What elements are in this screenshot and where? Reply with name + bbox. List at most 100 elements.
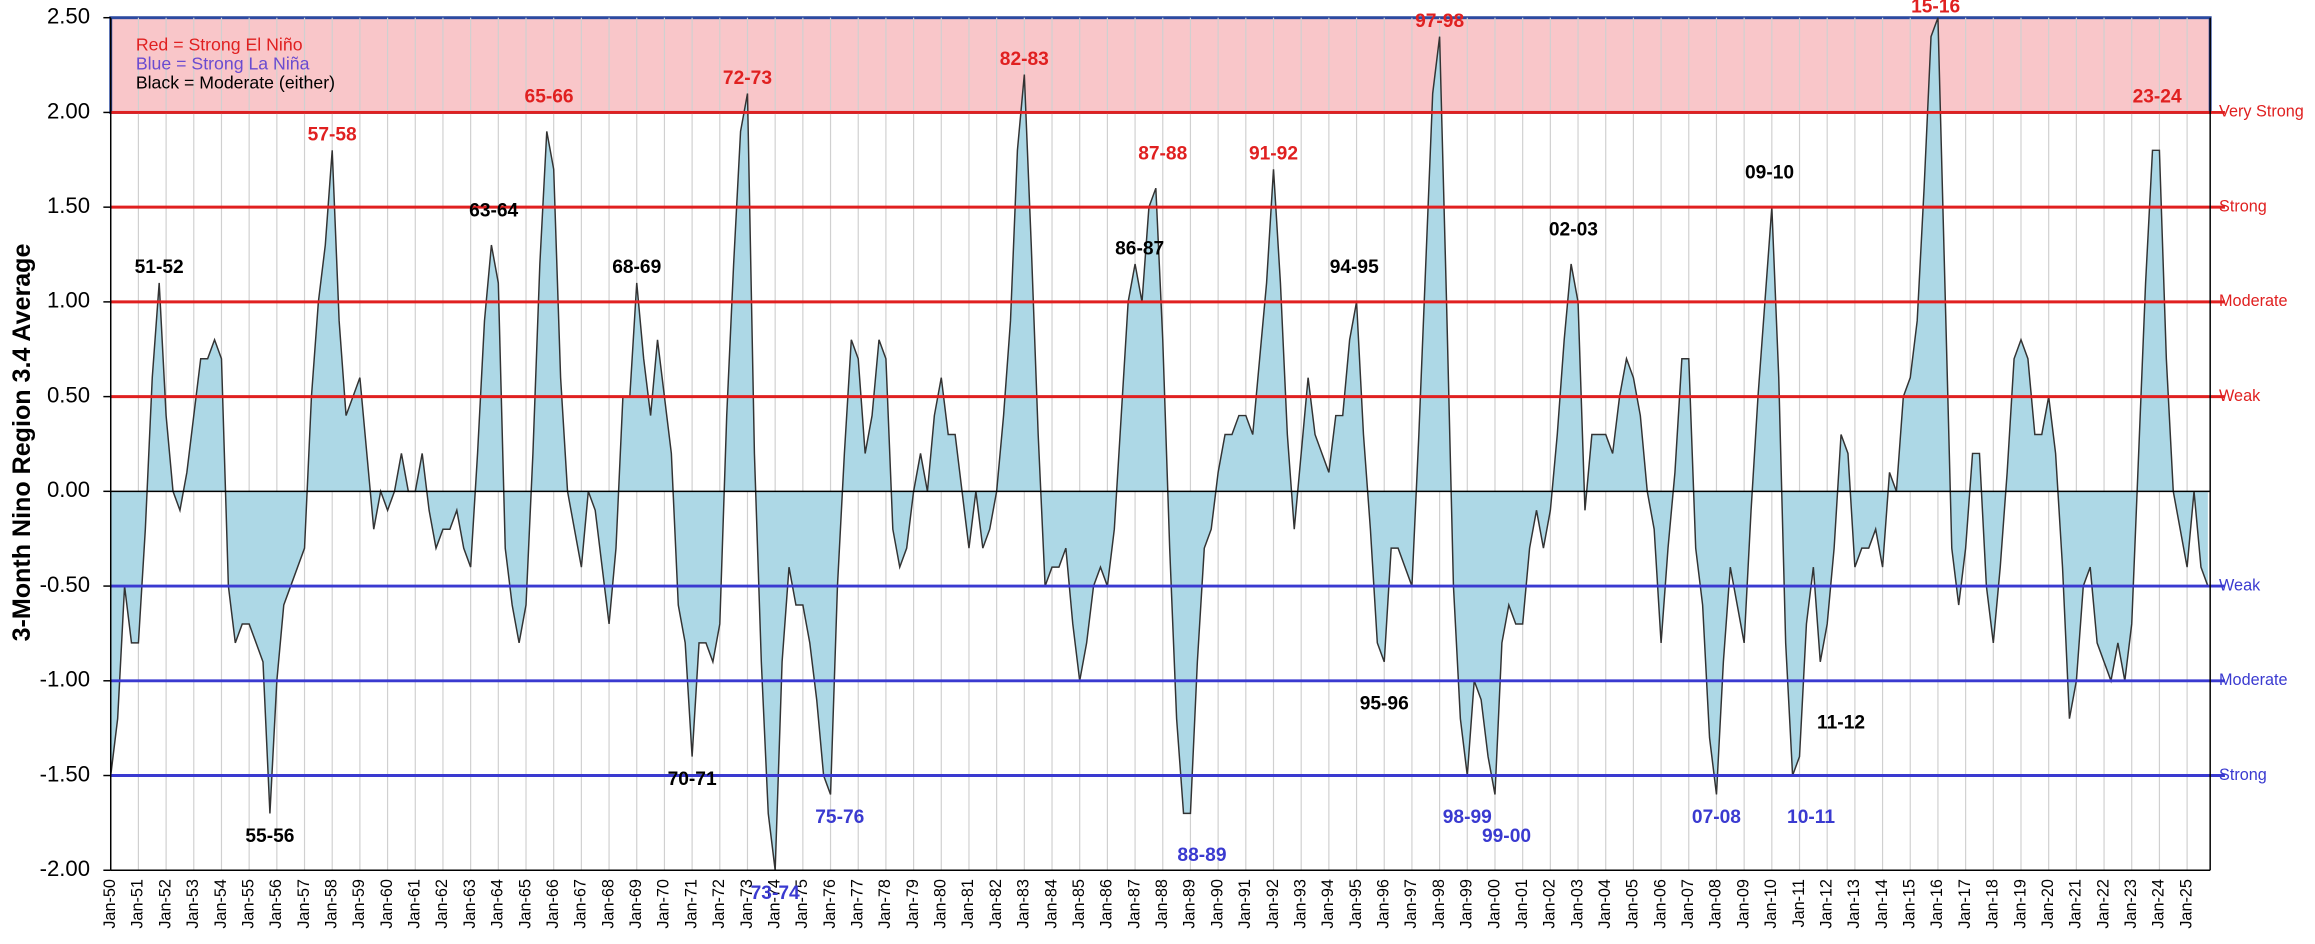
- x-tick-label: Jan-08: [1707, 879, 1725, 929]
- legend-note: Black = Moderate (either): [136, 73, 335, 93]
- x-tick-label: Jan-91: [1236, 879, 1254, 929]
- x-tick-label: Jan-58: [322, 879, 340, 929]
- x-tick-label: Jan-94: [1319, 879, 1337, 929]
- x-tick-label: Jan-17: [1956, 879, 1974, 929]
- x-tick-label: Jan-24: [2150, 879, 2168, 929]
- x-tick-label: Jan-02: [1541, 879, 1559, 929]
- x-tick-label: Jan-00: [1485, 879, 1503, 929]
- reference-label: Moderate: [2219, 671, 2288, 689]
- y-tick-label: -1.00: [40, 667, 90, 692]
- x-tick-label: Jan-72: [710, 879, 728, 929]
- event-label: 97-98: [1415, 11, 1464, 32]
- x-tick-label: Jan-14: [1873, 879, 1891, 929]
- x-tick-label: Jan-03: [1568, 879, 1586, 929]
- x-tick-label: Jan-51: [129, 879, 147, 929]
- x-tick-label: Jan-01: [1513, 879, 1531, 929]
- x-tick-label: Jan-06: [1651, 879, 1669, 929]
- x-tick-label: Jan-50: [101, 879, 119, 929]
- event-label: 55-56: [245, 826, 294, 847]
- x-tick-label: Jan-74: [765, 879, 783, 929]
- x-tick-label: Jan-20: [2039, 879, 2057, 929]
- event-label: 98-99: [1443, 807, 1492, 828]
- y-tick-label: 2.00: [47, 98, 90, 123]
- x-tick-label: Jan-84: [1042, 879, 1060, 929]
- reference-label: Weak: [2219, 387, 2261, 405]
- reference-label: Strong: [2219, 197, 2267, 215]
- x-tick-label: Jan-95: [1347, 879, 1365, 929]
- x-tick-label: Jan-87: [1125, 879, 1143, 929]
- event-label: 11-12: [1817, 712, 1865, 733]
- x-tick-label: Jan-75: [793, 879, 811, 929]
- event-label: 99-00: [1482, 826, 1531, 847]
- reference-label: Weak: [2219, 576, 2261, 594]
- highlight-band: [109, 16, 2212, 114]
- event-label: 02-03: [1549, 219, 1598, 240]
- event-label: 95-96: [1360, 693, 1409, 714]
- legend-note: Red = Strong El Niño: [136, 34, 303, 54]
- y-axis-label: 3-Month Nino Region 3.4 Average: [8, 244, 36, 642]
- x-tick-label: Jan-93: [1291, 879, 1309, 929]
- x-tick-label: Jan-66: [544, 879, 562, 929]
- y-tick-label: 1.00: [47, 288, 90, 313]
- x-tick-label: Jan-70: [655, 879, 673, 929]
- x-tick-label: Jan-59: [350, 879, 368, 929]
- x-tick-label: Jan-56: [267, 879, 285, 929]
- x-tick-label: Jan-97: [1402, 879, 1420, 929]
- event-label: 70-71: [668, 769, 717, 790]
- x-tick-label: Jan-09: [1734, 879, 1752, 929]
- x-tick-label: Jan-98: [1430, 879, 1448, 929]
- line: [109, 17, 2209, 871]
- x-tick-label: Jan-18: [1984, 879, 2002, 929]
- x-tick-label: Jan-90: [1208, 879, 1226, 929]
- event-label: 23-24: [2133, 87, 2182, 108]
- x-tick-label: Jan-25: [2177, 879, 2195, 929]
- x-tick-label: Jan-80: [932, 879, 950, 929]
- area: [110, 17, 2208, 871]
- x-tick-label: Jan-69: [627, 879, 645, 929]
- x-tick-label: Jan-62: [433, 879, 451, 929]
- legend-note: Blue = Strong La Niña: [136, 54, 310, 74]
- x-tick-label: Jan-65: [516, 879, 534, 929]
- x-tick-label: Jan-89: [1181, 879, 1199, 929]
- x-tick-label: Jan-53: [184, 879, 202, 929]
- y-tick-label: 1.50: [47, 193, 90, 218]
- x-tick-label: Jan-76: [821, 879, 839, 929]
- event-label: 87-88: [1138, 144, 1187, 165]
- x-tick-label: Jan-78: [876, 879, 894, 929]
- x-tick-label: Jan-68: [599, 879, 617, 929]
- x-tick-label: Jan-85: [1070, 879, 1088, 929]
- x-tick-label: Jan-99: [1458, 879, 1476, 929]
- x-tick-label: Jan-61: [406, 879, 424, 929]
- event-label: 07-08: [1692, 807, 1741, 828]
- x-tick-label: Jan-77: [849, 879, 867, 929]
- event-label: 51-52: [135, 257, 184, 278]
- event-label: 75-76: [815, 807, 864, 828]
- event-label: 10-11: [1787, 807, 1835, 828]
- event-label: 91-92: [1249, 144, 1298, 165]
- x-tick-label: Jan-11: [1790, 879, 1808, 927]
- x-tick-label: Jan-83: [1015, 879, 1033, 929]
- event-label: 65-66: [525, 87, 574, 108]
- x-tick-label: Jan-88: [1153, 879, 1171, 929]
- event-label: 68-69: [612, 257, 661, 278]
- event-label: 88-89: [1177, 845, 1226, 866]
- x-tick-label: Jan-22: [2094, 879, 2112, 929]
- x-tick-label: Jan-23: [2122, 879, 2140, 929]
- x-tick-label: Jan-16: [1928, 879, 1946, 929]
- x-tick-label: Jan-12: [1817, 879, 1835, 929]
- x-tick-label: Jan-82: [987, 879, 1005, 929]
- x-tick-label: Jan-79: [904, 879, 922, 929]
- event-label: 63-64: [469, 200, 518, 221]
- y-tick-label: 0.50: [47, 382, 90, 407]
- x-tick-label: Jan-21: [2067, 879, 2085, 929]
- x-tick-label: Jan-67: [572, 879, 590, 929]
- x-tick-label: Jan-81: [959, 879, 977, 929]
- x-tick-label: Jan-86: [1098, 879, 1116, 929]
- x-tick-label: Jan-71: [682, 879, 700, 929]
- x-tick-label: Jan-64: [489, 879, 507, 929]
- x-tick-label: Jan-05: [1624, 879, 1642, 929]
- x-tick-label: Jan-04: [1596, 879, 1614, 929]
- y-tick-label: 0.00: [47, 477, 90, 502]
- event-label: 94-95: [1330, 257, 1379, 278]
